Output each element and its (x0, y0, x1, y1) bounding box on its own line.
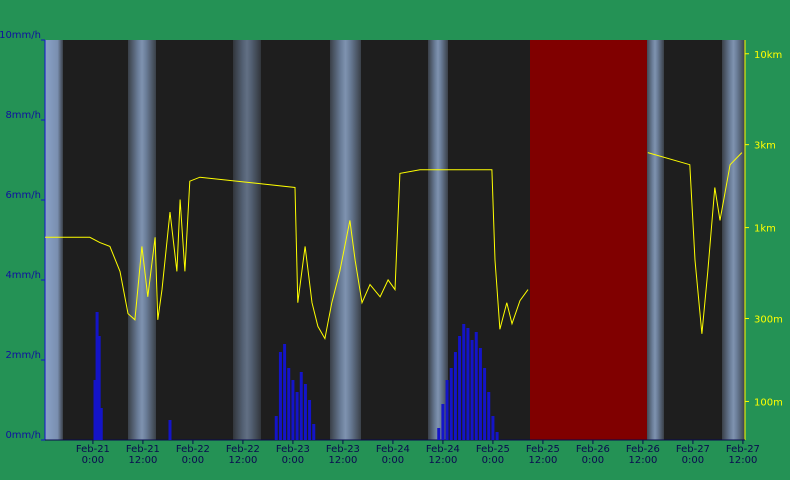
precip-bar (474, 332, 478, 440)
y2-tick-label: 10km (754, 50, 782, 61)
precip-bar (458, 336, 462, 440)
shade-band (722, 40, 745, 440)
x-tick-label: Feb-25 12:00 (525, 444, 560, 466)
x-tick-label: Feb-22 12:00 (225, 444, 260, 466)
x-tick-label: Feb-26 0:00 (575, 444, 610, 466)
precip-bar (295, 392, 299, 440)
precip-bar (466, 328, 470, 440)
shade-band (428, 40, 448, 440)
precip-bar (495, 432, 499, 440)
precip-bar (93, 380, 97, 440)
precip-bar (95, 312, 99, 440)
y-tick-label: 2mm/h (5, 350, 41, 361)
y2-tick-label: 3km (754, 141, 776, 152)
precip-bar (278, 352, 282, 440)
y-tick-label: 8mm/h (5, 110, 41, 121)
y2-tick-label: 1km (754, 224, 776, 235)
missing-data-block (530, 40, 647, 440)
precip-bar (299, 372, 303, 440)
precip-bar (449, 368, 453, 440)
y-tick-label: 4mm/h (5, 270, 41, 281)
shade-band (646, 40, 664, 440)
shade-band (233, 40, 261, 440)
precip-bar (274, 416, 278, 440)
precip-bar (291, 380, 295, 440)
precip-bar (441, 404, 445, 440)
x-tick-label: Feb-22 0:00 (175, 444, 210, 466)
y-tick-label: 10mm/h (0, 30, 41, 41)
y2-tick-label: 100m (754, 397, 783, 408)
x-tick-label: Feb-23 0:00 (275, 444, 310, 466)
precip-bar (287, 368, 291, 440)
precip-bar (453, 352, 457, 440)
precip-bar (312, 424, 316, 440)
shade-band (330, 40, 361, 440)
precip-bar (491, 416, 495, 440)
precip-bar (462, 324, 466, 440)
precip-bar (483, 368, 487, 440)
visibility-line (45, 152, 743, 341)
shade-band (45, 40, 63, 440)
x-tick-label: Feb-21 0:00 (75, 444, 110, 466)
x-tick-label: Feb-23 12:00 (325, 444, 360, 466)
precip-bar (283, 344, 287, 440)
precip-bar (478, 348, 482, 440)
x-tick-label: Feb-21 12:00 (125, 444, 160, 466)
daylight-shading (45, 40, 745, 440)
y-tick-label: 6mm/h (5, 190, 41, 201)
precip-bar (487, 392, 491, 440)
shade-band (128, 40, 156, 440)
x-tick-label: Feb-24 12:00 (425, 444, 460, 466)
y2-tick-label: 300m (754, 314, 783, 325)
x-tick-label: Feb-27 12:00 (725, 444, 760, 466)
x-tick-label: Feb-26 12:00 (625, 444, 660, 466)
precip-bar (97, 336, 101, 440)
precip-bar (437, 428, 441, 440)
precip-bar (445, 380, 449, 440)
precip-bar (470, 340, 474, 440)
x-tick-label: Feb-25 0:00 (475, 444, 510, 466)
y-tick-label: 0mm/h (5, 430, 41, 441)
x-tick-label: Feb-24 0:00 (375, 444, 410, 466)
precip-bar (168, 420, 172, 440)
precip-bar (99, 408, 103, 440)
precip-bar (308, 400, 312, 440)
x-tick-label: Feb-27 0:00 (675, 444, 710, 466)
precip-bar (303, 384, 307, 440)
